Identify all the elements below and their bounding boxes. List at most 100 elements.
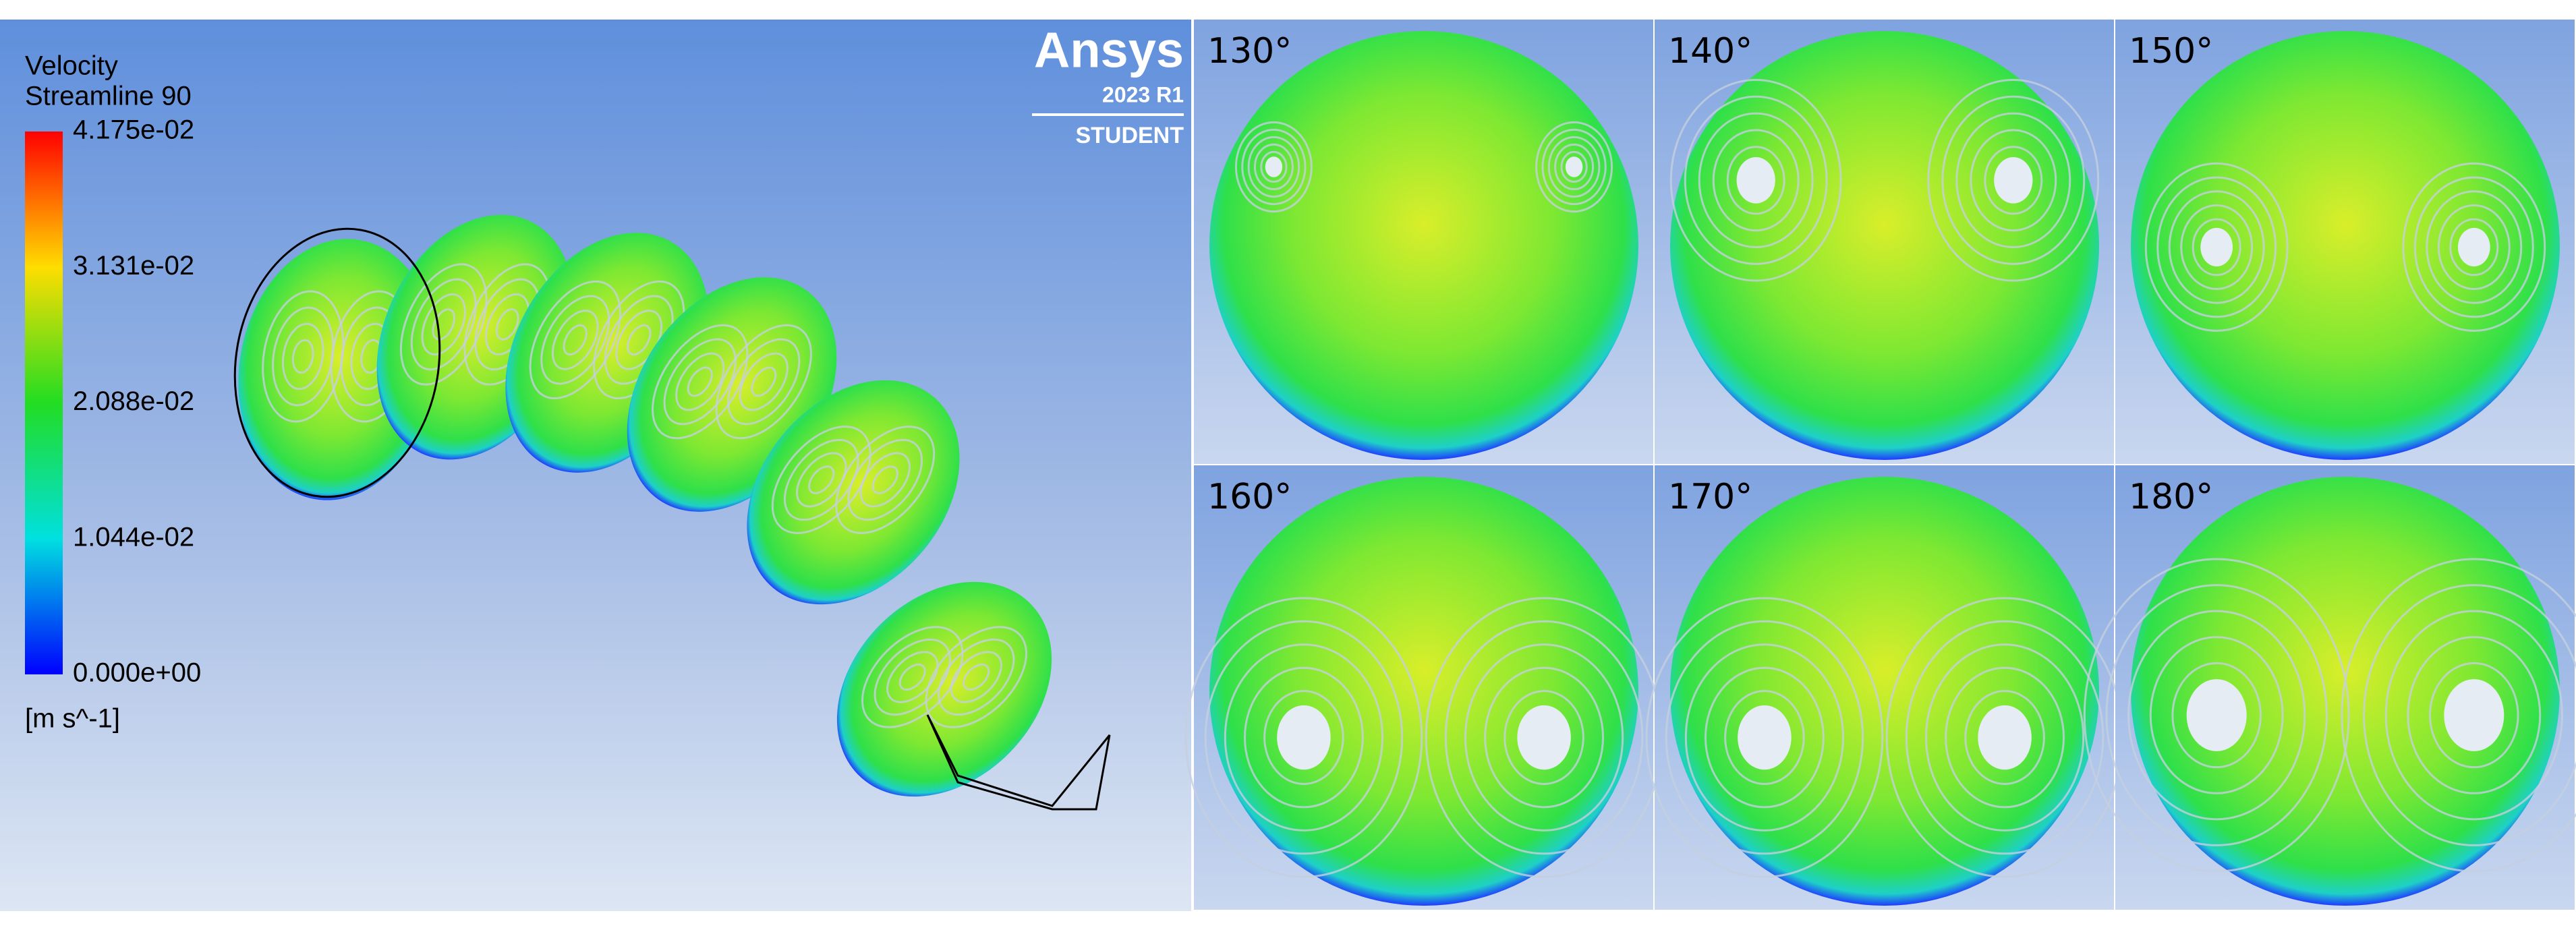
legend-label: 3.131e-02: [73, 251, 194, 281]
streamline: [1964, 690, 2045, 785]
streamline: [2083, 558, 2350, 873]
vortex-core: [2200, 227, 2233, 267]
streamline: [1535, 121, 1613, 213]
streamline: [1484, 666, 1605, 809]
streamline: [495, 308, 519, 341]
streamline: [847, 438, 923, 521]
streamline: [898, 663, 926, 691]
streamline: [2402, 162, 2546, 332]
streamline: [1554, 143, 1595, 191]
streamline: [627, 324, 652, 356]
streamline: [938, 638, 1015, 716]
vortex-core: [2457, 227, 2490, 267]
streamline: [925, 626, 1027, 728]
legend: Velocity Streamline 90 [m s^-1]: [25, 51, 192, 734]
streamline: [808, 465, 835, 494]
vortex-core: [1517, 705, 1571, 770]
streamline: [2105, 584, 2328, 846]
streamline: [1924, 643, 2085, 832]
legend-label: 2.088e-02: [73, 386, 194, 416]
vortex-core: [1994, 156, 2033, 204]
streamline: [652, 324, 749, 440]
streamline: [291, 339, 314, 374]
streamline: [1665, 620, 1864, 855]
logo-version: 2023 R1: [1102, 82, 1184, 107]
streamline: [1684, 95, 1828, 265]
panel-label: 170°: [1668, 477, 1752, 517]
geometry-outline: [926, 714, 1111, 811]
disc: [1670, 31, 2099, 460]
vortex-core: [1738, 705, 1792, 770]
panel-label: 140°: [1668, 31, 1752, 71]
disc: [747, 380, 960, 605]
streamline: [1444, 620, 1644, 855]
disc: [2131, 477, 2560, 906]
streamline: [796, 452, 847, 508]
vortex-core: [1978, 705, 2032, 770]
streamline: [1970, 129, 2057, 232]
streamline: [1260, 150, 1288, 183]
streamline: [1247, 136, 1300, 198]
streamline: [2180, 204, 2254, 290]
streamline: [751, 366, 777, 397]
streamline: [1726, 146, 1785, 215]
streamline: [783, 438, 859, 521]
streamline: [2426, 190, 2523, 304]
vortex-core: [2186, 679, 2247, 751]
streamline: [1941, 95, 2086, 265]
streamline: [1224, 643, 1384, 832]
streamline: [1698, 112, 1814, 249]
streamline: [551, 310, 599, 370]
streamline: [2192, 218, 2241, 276]
ansys-logo: Ansys 2023 R1 STUDENT: [1032, 22, 1184, 148]
streamline: [1905, 620, 2105, 855]
streamline: [2363, 584, 2576, 846]
streamline: [1945, 666, 2065, 809]
panel-label: 150°: [2129, 31, 2213, 71]
streamline: [1955, 112, 2071, 249]
streamline: [2449, 218, 2499, 276]
streamline: [2429, 662, 2519, 769]
streamline: [1560, 150, 1588, 183]
vortex-core: [1277, 705, 1331, 770]
legend-label: 1.044e-02: [73, 522, 194, 552]
streamline: [835, 426, 936, 534]
streamline: [2407, 636, 2542, 794]
streamline: [1504, 690, 1584, 785]
streamline: [421, 293, 466, 356]
vortex-core: [1736, 156, 1775, 204]
legend-title: Velocity: [25, 51, 118, 81]
streamline: [2149, 636, 2284, 794]
streamline: [874, 638, 951, 716]
streamline: [963, 663, 990, 691]
streamline: [1184, 597, 1423, 878]
streamline: [540, 295, 610, 385]
section-panel: 160°: [1184, 465, 1663, 910]
pipe-outline: [233, 227, 441, 498]
panel-label: 130°: [1207, 31, 1292, 71]
streamline: [410, 278, 477, 371]
streamline: [2437, 204, 2511, 290]
logo-name: Ansys: [1034, 22, 1184, 78]
disc: [836, 581, 1052, 797]
streamline: [2171, 662, 2262, 769]
streamline: [1541, 128, 1607, 206]
streamline: [1234, 121, 1313, 213]
streamline: [861, 626, 964, 728]
section-panel: 140°: [1655, 20, 2114, 464]
streamline: [727, 338, 801, 426]
streamline: [2127, 610, 2306, 821]
streamline: [886, 651, 939, 703]
legend-subtitle: Streamline 90: [25, 82, 192, 111]
streamline: [563, 324, 588, 356]
colorbar: [25, 132, 63, 674]
streamline: [2413, 176, 2534, 318]
streamline: [281, 322, 324, 390]
streamline: [1253, 143, 1294, 191]
streamline: [2168, 190, 2265, 304]
vortex-core: [1565, 156, 1583, 177]
streamline: [715, 324, 812, 440]
panel-label: 160°: [1207, 477, 1292, 517]
streamline: [950, 651, 1002, 703]
streamline: [1927, 78, 2100, 282]
